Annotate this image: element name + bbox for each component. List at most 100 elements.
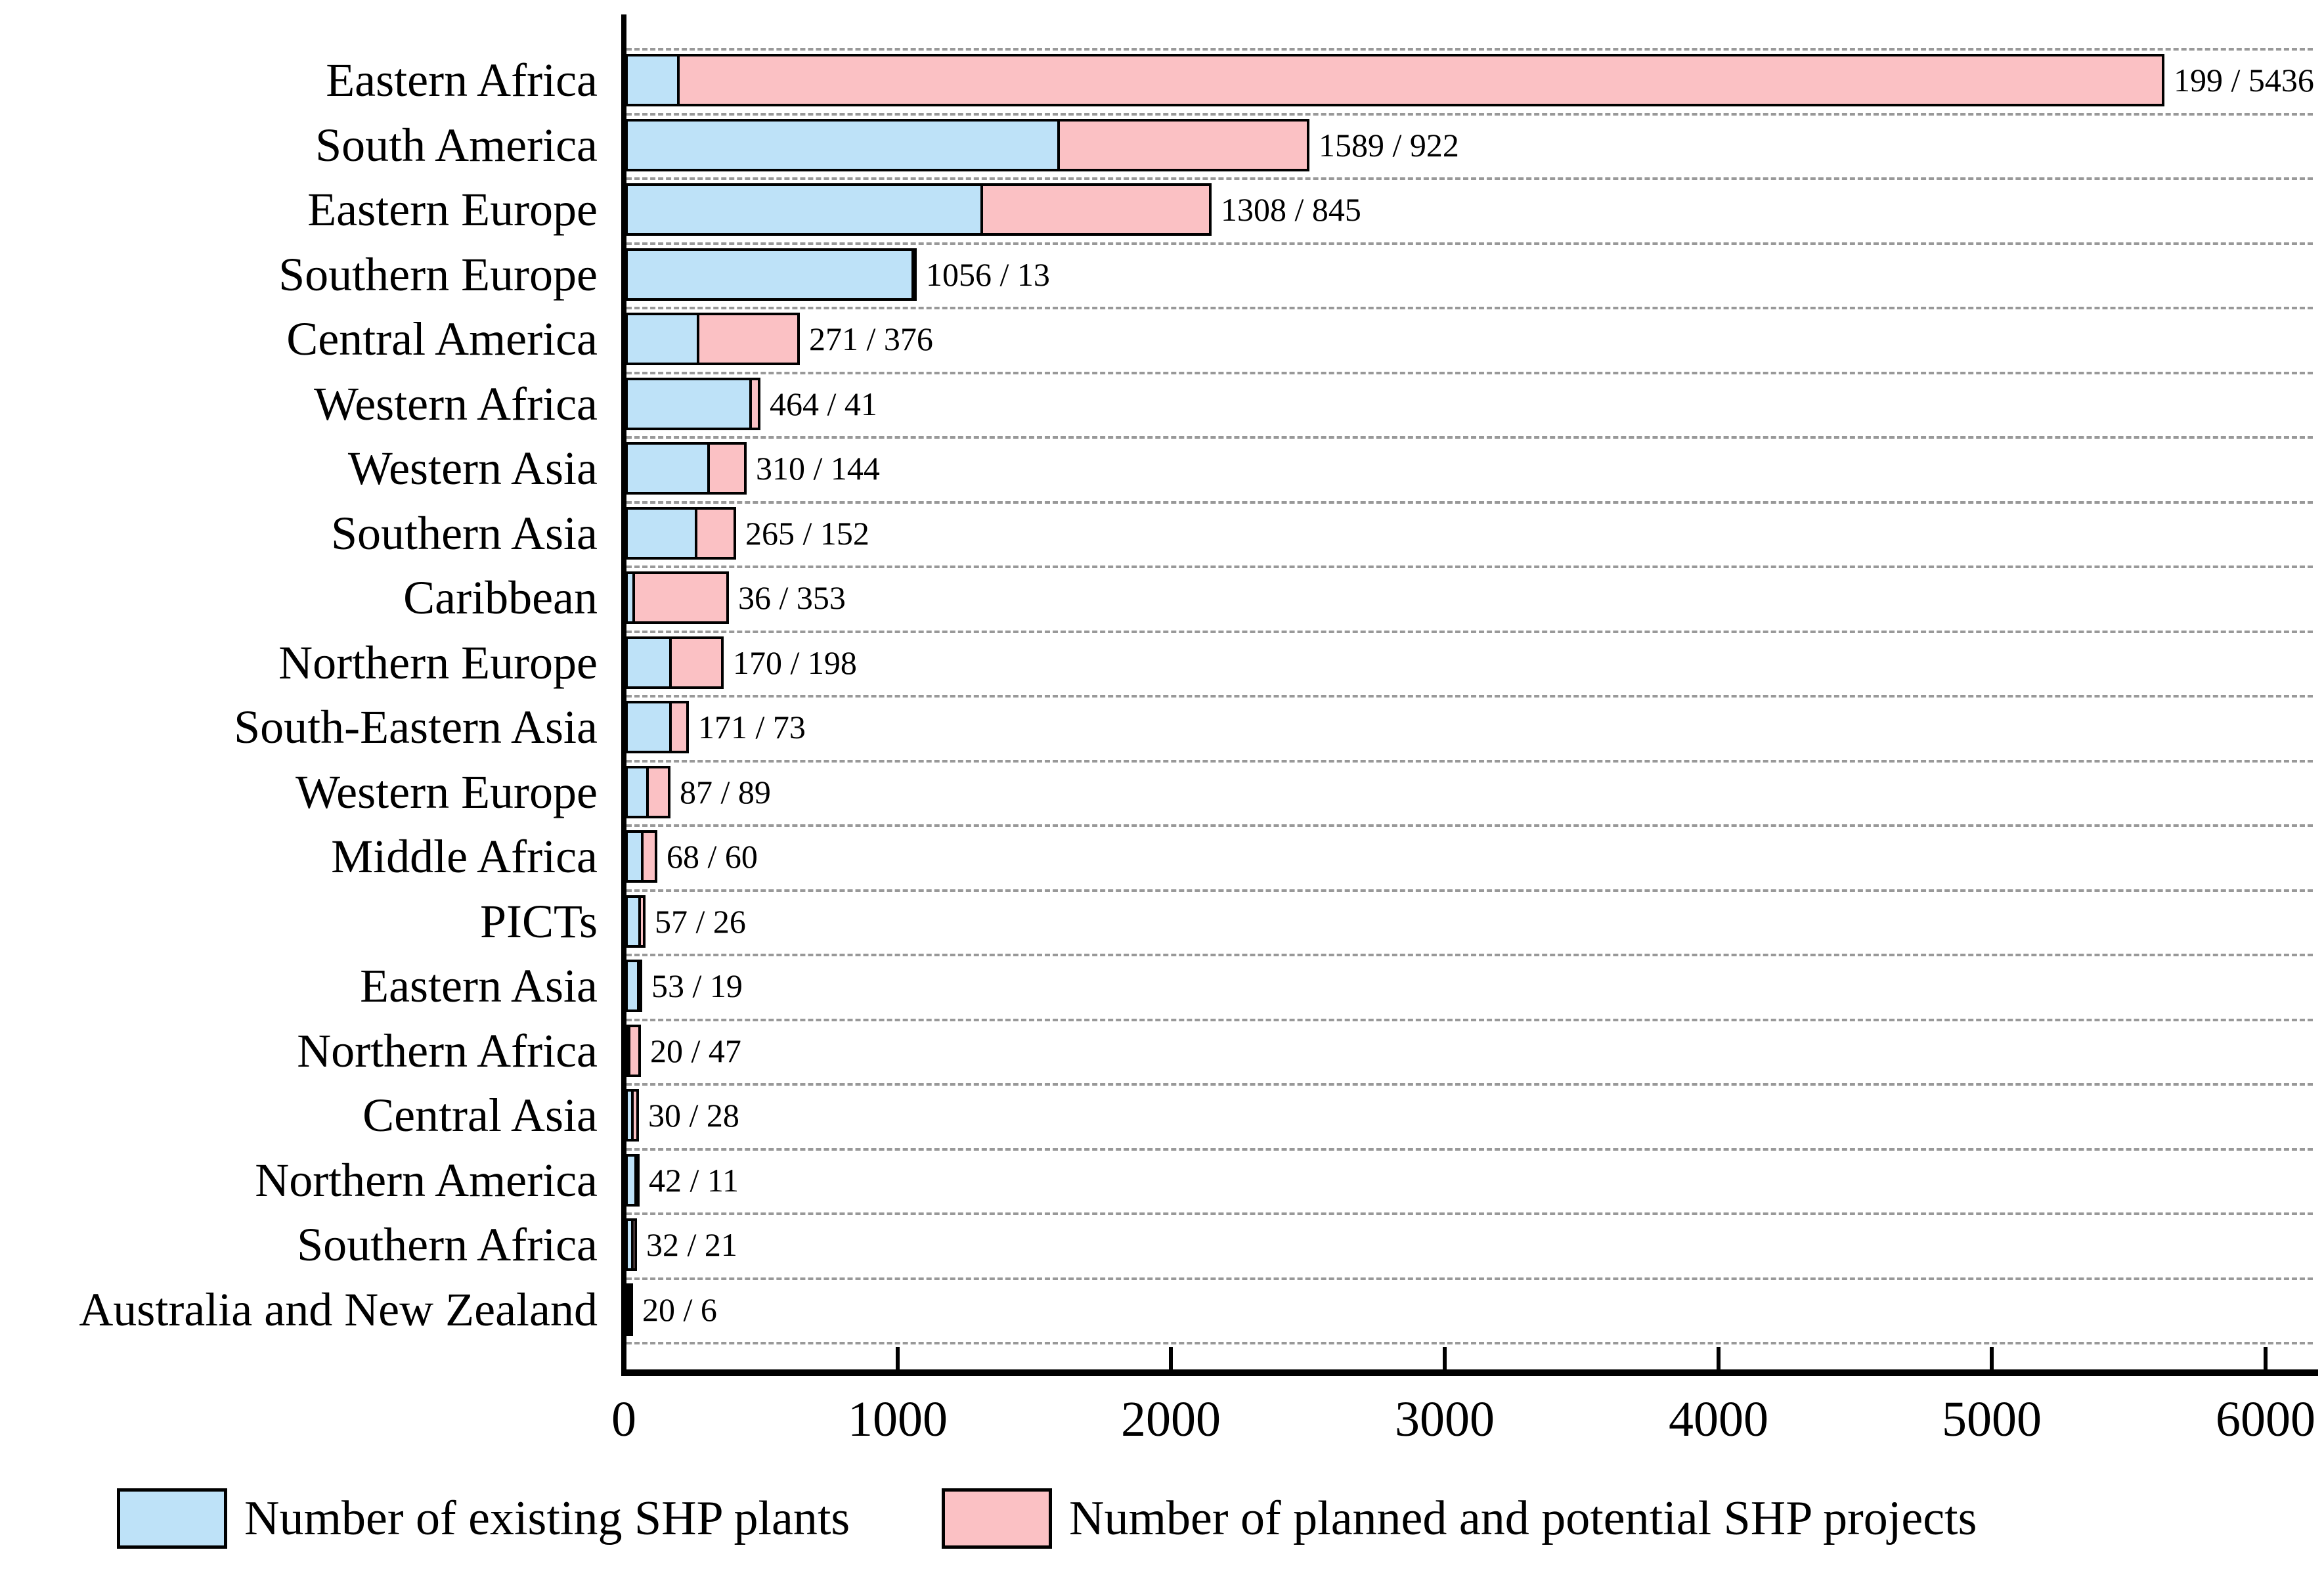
bar-value-label: 87 / 89 [680,774,771,810]
bar-value-label: 20 / 47 [650,1032,741,1069]
x-axis-tick [1990,1347,1994,1369]
bar-segment-existing [625,636,672,689]
bar-value-label: 20 / 6 [642,1291,717,1328]
bar-segment-planned [638,895,646,948]
bar-value-label: 68 / 60 [667,838,758,875]
bar-segment-planned [637,960,642,1012]
gridline [626,1019,2313,1021]
bar-value-label: 1308 / 845 [1221,191,1361,228]
bar-row [625,960,642,1012]
x-axis-tick-label: 4000 [1669,1392,1768,1447]
x-axis-tick [1443,1347,1447,1369]
x-axis-tick-label: 1000 [848,1392,948,1447]
bar-segment-planned [707,442,747,495]
gridline [626,1342,2313,1344]
category-label: Eastern Europe [307,183,598,236]
bar-segment-planned [695,507,736,560]
gridline [626,760,2313,763]
gridline [626,372,2313,374]
gridline [626,824,2313,827]
category-label: PICTs [479,895,598,948]
gridline [626,695,2313,698]
bar-row [625,895,646,948]
bar-segment-existing [625,183,983,236]
bar-row [625,442,747,495]
bar-segment-planned [641,830,657,883]
legend-label-planned: Number of planned and potential SHP proj… [1069,1491,1977,1545]
bar-value-label: 1056 / 13 [926,256,1050,293]
bar-row [625,1283,633,1336]
bar-row [625,1089,639,1142]
bar-row [625,1154,640,1207]
bar-segment-planned [697,313,800,365]
bar-value-label: 170 / 198 [733,644,857,681]
bar-segment-planned [1057,119,1309,171]
x-axis-tick [896,1347,900,1369]
bar-row [625,507,736,560]
bar-value-label: 310 / 144 [756,450,880,487]
category-label: Eastern Africa [326,53,598,106]
gridline [626,1277,2313,1280]
gridline [626,954,2313,956]
bar-row [625,119,1309,171]
bar-value-label: 271 / 376 [809,321,933,357]
bar-segment-planned [634,1154,640,1207]
x-axis-tick [2264,1347,2268,1369]
bar-row [625,183,1212,236]
bar-segment-planned [911,248,917,301]
bar-row [625,248,917,301]
bar-value-label: 464 / 41 [770,386,877,422]
category-label: Caribbean [403,571,598,624]
bar-value-label: 171 / 73 [698,709,806,745]
bar-segment-planned [631,1089,639,1142]
bar-segment-planned [669,701,689,753]
y-axis-line [621,14,626,1376]
bar-value-label: 42 / 11 [649,1162,739,1199]
category-label: Eastern Asia [360,959,598,1012]
bar-segment-planned [628,1025,641,1077]
bar-row [625,313,800,365]
gridline [626,1212,2313,1215]
bar-segment-existing [625,119,1060,171]
bar-segment-existing [625,507,697,560]
bar-row [625,766,670,818]
x-axis-tick [1169,1347,1173,1369]
bar-value-label: 265 / 152 [745,515,869,552]
bar-row [625,830,657,883]
gridline [626,566,2313,568]
bar-value-label: 1589 / 922 [1319,127,1459,164]
bar-segment-planned [677,54,2164,106]
bar-segment-planned [632,571,729,624]
x-axis-tick-label: 2000 [1121,1392,1221,1447]
bar-segment-planned [631,1218,637,1271]
gridline [626,113,2313,116]
category-label: South-Eastern Asia [234,700,598,753]
gridline [626,1148,2313,1151]
x-axis-tick-label: 3000 [1395,1392,1495,1447]
bar-value-label: 199 / 5436 [2174,62,2314,99]
category-label: Central Asia [362,1088,598,1142]
bar-row [625,571,729,624]
gridline [626,307,2313,309]
category-label: Australia and New Zealand [79,1283,598,1336]
bar-row [625,54,2164,106]
gridline [626,1083,2313,1086]
category-label: Western Asia [347,441,598,495]
bar-segment-planned [749,378,760,430]
gridline [626,177,2313,180]
bar-segment-existing [625,766,649,818]
legend-swatch-planned [942,1488,1052,1549]
bar-row [625,701,689,753]
category-label: Western Africa [314,377,598,430]
category-label: Northern Africa [297,1024,598,1077]
bar-value-label: 36 / 353 [738,579,846,616]
gridline [626,501,2313,504]
gridline [626,242,2313,245]
gridline [626,436,2313,439]
gridline [626,889,2313,892]
x-axis-tick [1717,1347,1721,1369]
bar-value-label: 30 / 28 [648,1097,739,1134]
bar-value-label: 53 / 19 [651,967,743,1004]
category-label: Western Europe [295,765,598,818]
